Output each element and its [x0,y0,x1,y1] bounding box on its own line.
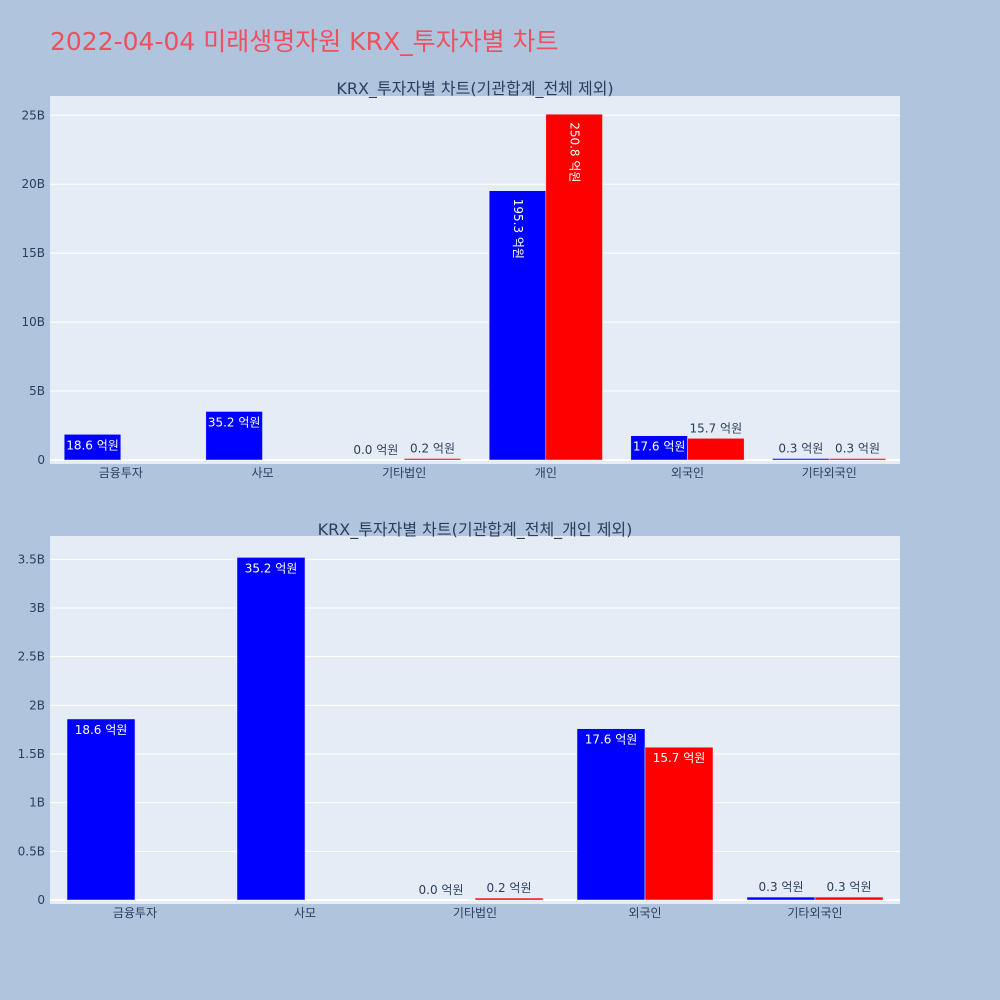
plot-background [50,536,900,904]
data-label: 35.2 억원 [245,561,298,575]
bar [63,434,122,461]
data-label: 15.7 억원 [690,421,743,435]
x-tick-label: 기타법인 [382,466,426,480]
bar [576,728,646,901]
x-tick-label: 사모 [294,906,316,920]
bar [488,190,547,461]
y-tick-label: 20B [21,177,45,191]
bar [545,113,603,461]
data-label: 195.3 억원 [511,199,525,259]
bar [828,458,887,461]
data-label: 0.2 억원 [487,881,532,895]
data-label: 0.3 억원 [778,442,823,456]
y-tick-label: 5B [29,384,45,398]
data-label: 0.3 억원 [835,442,880,456]
y-tick-label: 1.5B [18,747,45,761]
y-tick-label: 3B [29,601,45,615]
bar [630,435,688,461]
y-tick-label: 0 [37,453,45,467]
x-tick-label: 금융투자 [113,906,157,920]
bar [814,896,884,901]
y-tick-label: 2B [29,698,45,712]
y-tick-label: 2.5B [18,650,45,664]
data-label: 0.0 억원 [353,443,398,457]
chart-title: KRX_투자자별 차트(기관합계_전체 제외) [336,79,613,99]
bar [772,458,830,461]
bar [66,718,136,901]
x-tick-label: 기타외국인 [787,906,842,920]
y-tick-label: 1B [29,796,45,810]
x-tick-label: 외국인 [671,466,704,480]
x-tick-label: 기타외국인 [802,466,857,480]
data-label: 0.2 억원 [410,442,455,456]
data-label: 0.3 억원 [759,880,804,894]
chart-title: KRX_투자자별 차트(기관합계_전체_개인 제외) [318,520,633,540]
y-tick-label: 15B [21,246,45,260]
chart-1: 0 5B 10B 15B 20B 25B KRX_투자자별 차트(기관합계_전체 제외) 금융… [21,79,900,480]
data-label: 0.3 억원 [827,880,872,894]
y-tick-label: 0.5B [18,844,45,858]
x-tick-label: 외국인 [628,906,661,920]
bar [644,746,714,901]
data-label: 17.6 억원 [585,733,638,747]
data-label: 250.8 억원 [568,122,582,182]
data-label: 17.6 억원 [633,440,686,454]
y-tick-label: 25B [21,108,45,122]
bar [474,897,544,901]
bar [746,896,816,901]
y-tick-label: 10B [21,315,45,329]
bar [687,438,745,461]
data-label: 15.7 억원 [653,751,706,765]
x-tick-label: 금융투자 [99,466,143,480]
data-label: 0.0 억원 [419,883,464,897]
y-tick-label: 3.5B [18,552,45,566]
data-label: 18.6 억원 [75,723,128,737]
bar [236,557,306,901]
plot-background [50,96,900,464]
chart-2: 0 0.5B 1B 1.5B 2B 2.5B 3B 3.5B KRX_투자자별 차트(기관합계_… [18,520,900,920]
x-tick-label: 개인 [535,466,557,480]
y-tick-label: 0 [37,893,45,907]
x-tick-label: 사모 [251,466,273,480]
x-tick-label: 기타법인 [453,906,497,920]
page-title: 2022-04-04 미래생명자원 KRX_투자자별 차트 [50,27,559,56]
data-label: 18.6 억원 [66,438,119,452]
data-label: 35.2 억원 [208,415,261,429]
bar [205,411,263,461]
bar [403,458,462,461]
